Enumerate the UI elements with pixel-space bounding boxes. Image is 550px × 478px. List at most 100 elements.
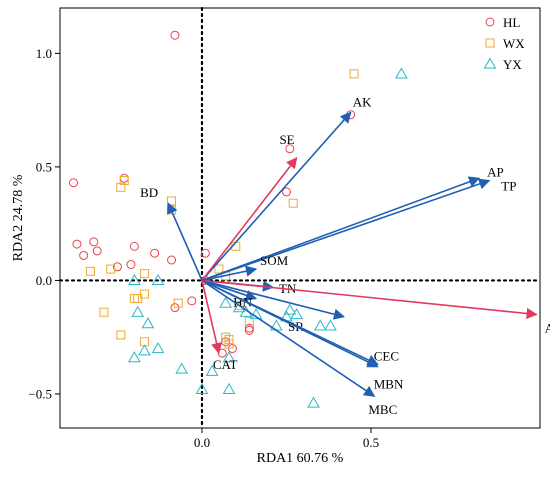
point-wx	[99, 307, 109, 317]
legend-marker-yx	[483, 57, 497, 69]
legend-label-hl: HL	[503, 15, 520, 30]
point-yx	[138, 344, 151, 356]
point-yx	[395, 67, 408, 79]
point-hl	[150, 248, 160, 258]
point-hl	[126, 260, 136, 270]
points-layer	[69, 30, 408, 408]
point-yx	[307, 396, 320, 408]
point-yx	[151, 273, 165, 286]
point-wx	[119, 176, 129, 186]
legend-marker-wx	[485, 38, 495, 48]
point-yx	[313, 319, 327, 331]
point-wx	[214, 264, 224, 274]
y-tick-label: −0.5	[28, 386, 52, 401]
point-yx	[205, 364, 219, 376]
vector-label-mbn: MBN	[374, 377, 404, 392]
point-wx	[106, 264, 116, 274]
vector-label-se: SE	[279, 132, 294, 147]
point-yx	[283, 303, 297, 315]
point-yx	[128, 273, 141, 286]
point-yx	[141, 317, 155, 329]
vector-sr	[201, 279, 346, 320]
point-yx	[290, 307, 303, 320]
point-hl	[244, 323, 254, 333]
point-hl	[119, 173, 129, 183]
vector-label-cat: CAT	[213, 357, 238, 372]
legend: HL WX YX	[483, 15, 525, 72]
vector-bd	[167, 202, 203, 281]
point-wx	[224, 339, 234, 349]
point-wx	[116, 182, 126, 192]
point-hl	[69, 178, 79, 188]
point-wx	[221, 332, 231, 342]
vector-apa	[201, 279, 538, 320]
point-yx	[175, 362, 189, 374]
point-yx	[222, 351, 236, 363]
plot-frame	[59, 7, 541, 429]
point-hl	[217, 348, 227, 358]
point-wx	[173, 298, 183, 308]
x-tick-label: 0.5	[363, 435, 379, 450]
vector-ap	[201, 176, 481, 282]
point-hl	[167, 255, 177, 265]
y-tick-label: 1.0	[36, 46, 52, 61]
vector-label-tp: TP	[501, 179, 516, 194]
point-wx	[140, 269, 150, 279]
x-axis-title: RDA1 60.76 %	[257, 451, 344, 466]
vector-label-bd: BD	[140, 185, 158, 200]
point-hl	[244, 325, 254, 335]
point-wx	[129, 294, 139, 304]
vectors-layer: AKSEAPTPBDSOMTNHNSRAPACECMBNMBCCAT	[140, 94, 550, 417]
legend-marker-hl	[485, 17, 495, 27]
vector-label-som: SOM	[260, 253, 289, 268]
vector-cat	[201, 280, 223, 355]
legend-label-yx: YX	[503, 57, 522, 72]
y-tick-label: 0.5	[36, 159, 52, 174]
point-hl	[79, 250, 89, 260]
point-hl	[170, 30, 180, 40]
point-wx	[140, 289, 150, 299]
point-hl	[221, 337, 231, 347]
point-yx	[222, 382, 236, 395]
origin-lines	[58, 6, 542, 430]
axis-ticks: 0.0 0.5 −0.5 0.0 0.5 1.0	[28, 46, 379, 450]
vector-se	[201, 156, 298, 281]
point-wx	[244, 316, 254, 326]
vector-ak	[201, 111, 352, 281]
point-hl	[89, 237, 99, 247]
point-wx	[85, 266, 95, 276]
vector-label-ak: AK	[353, 94, 372, 109]
vector-label-cec: CEC	[374, 348, 399, 363]
vector-som	[201, 265, 258, 282]
point-hl	[72, 239, 82, 249]
point-hl	[170, 303, 180, 313]
legend-label-wx: WX	[503, 36, 525, 51]
point-hl	[281, 187, 291, 197]
point-hl	[92, 246, 102, 256]
point-hl	[285, 144, 295, 154]
point-wx	[288, 198, 298, 208]
point-yx	[131, 305, 145, 317]
point-yx	[249, 307, 263, 320]
y-tick-label: 0.0	[36, 273, 52, 288]
point-wx	[349, 69, 359, 79]
vector-tp	[201, 178, 491, 282]
point-hl	[112, 262, 122, 272]
vector-label-mbc: MBC	[368, 402, 397, 417]
point-hl	[200, 248, 210, 258]
x-tick-label: 0.0	[194, 435, 210, 450]
vector-label-ap: AP	[487, 164, 504, 179]
vector-label-apa: APA	[545, 320, 550, 335]
vector-mbn	[201, 279, 379, 368]
point-hl	[187, 296, 197, 306]
point-wx	[116, 330, 126, 340]
point-hl	[227, 344, 237, 354]
point-yx	[219, 296, 232, 308]
point-yx	[195, 382, 209, 395]
vector-mbc	[201, 279, 376, 397]
point-yx	[324, 319, 337, 331]
point-yx	[128, 351, 141, 363]
point-hl	[129, 241, 139, 251]
